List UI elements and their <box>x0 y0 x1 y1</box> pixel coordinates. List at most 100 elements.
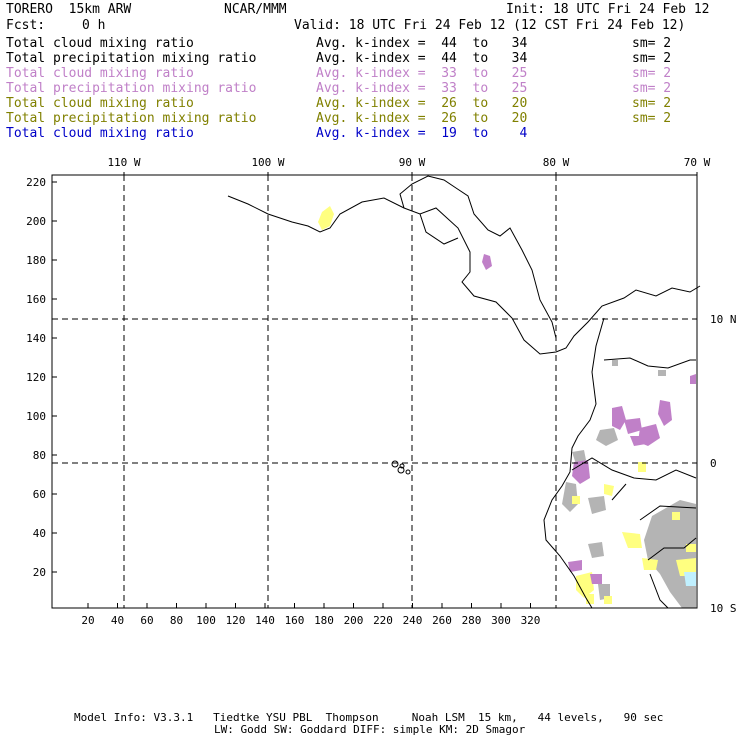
legend-sm: sm= 2 <box>632 96 672 111</box>
coastline-central-america <box>227 195 701 355</box>
field-blob-purple <box>590 574 602 584</box>
legend-sm: sm= 2 <box>632 66 672 81</box>
y-tick-label: 20 <box>33 566 46 579</box>
y-tick-label: 60 <box>33 488 46 501</box>
x-tick-label: 100 <box>196 614 216 627</box>
border-colombia <box>603 357 696 369</box>
legend-sm: sm= 2 <box>632 111 672 126</box>
axis-ticks: 220 200 180 160 140 120 100 80 60 40 20 20 40 60 80 100… <box>26 156 736 627</box>
x-tick-label: 220 <box>373 614 393 627</box>
field-blob-purple <box>482 254 492 270</box>
field-blob-yellow <box>642 558 658 570</box>
x-tick-label: 300 <box>491 614 511 627</box>
lon-label: 110 W <box>107 156 140 169</box>
legend-field: Total cloud mixing ratio <box>6 96 194 111</box>
field-blob-purple <box>612 406 626 430</box>
legend-kindex: Avg. k-index = 26 to 20 <box>316 111 528 126</box>
field-blob-gray <box>588 496 606 514</box>
legend-field: Total precipitation mixing ratio <box>6 111 257 126</box>
y-tick-label: 120 <box>26 371 46 384</box>
field-blob-yellow <box>686 544 696 552</box>
legend-sm: sm= 2 <box>632 51 672 66</box>
field-blob-purple <box>568 560 582 572</box>
field-blob-gray <box>658 370 666 376</box>
x-tick-label: 200 <box>344 614 364 627</box>
y-tick-label: 80 <box>33 449 46 462</box>
lon-label: 70 W <box>684 156 711 169</box>
lon-label: 80 W <box>543 156 570 169</box>
legend-sm: sm= 2 <box>632 36 672 51</box>
field-blob-gray <box>572 450 586 464</box>
y-tick-label: 200 <box>26 215 46 228</box>
lat-label: 10 N <box>710 313 737 326</box>
x-tick-label: 60 <box>140 614 153 627</box>
x-tick-label: 320 <box>521 614 541 627</box>
legend-field: Total cloud mixing ratio <box>6 126 194 141</box>
y-tick-label: 180 <box>26 254 46 267</box>
field-blob-gray <box>692 522 696 530</box>
model-info-line1: Model Info: V3.3.1 Tiedtke YSU PBL Thomp… <box>74 711 664 724</box>
x-tick-label: 120 <box>226 614 246 627</box>
field-blob-yellow <box>586 594 594 604</box>
legend-field: Total precipitation mixing ratio <box>6 81 257 96</box>
lat-label: 10 S <box>710 602 737 615</box>
legend-field: Total cloud mixing ratio <box>6 36 194 51</box>
field-blob-purple <box>658 400 672 426</box>
x-tick-label: 20 <box>81 614 94 627</box>
legend-field: Total cloud mixing ratio <box>6 66 194 81</box>
field-blob-yellow <box>638 462 646 472</box>
x-tick-label: 80 <box>170 614 183 627</box>
init-time: Init: 18 UTC Fri 24 Feb 12 <box>506 2 710 17</box>
field-blob-yellow <box>604 596 612 604</box>
legend-kindex: Avg. k-index = 26 to 20 <box>316 96 528 111</box>
field-blob-gray <box>588 542 604 558</box>
x-tick-label: 160 <box>285 614 305 627</box>
legend-kindex: Avg. k-index = 44 to 34 <box>316 36 528 51</box>
y-tick-label: 40 <box>33 527 46 540</box>
field-blob-purple <box>630 436 646 446</box>
field-blob-gray <box>644 500 696 608</box>
model-title: TORERO 15km ARW <box>6 2 132 17</box>
x-tick-label: 280 <box>462 614 482 627</box>
field-blob-cyan <box>684 572 696 586</box>
field-blob-yellow <box>676 558 696 576</box>
field-blob-yellow <box>622 532 642 548</box>
coastline-south-america <box>543 317 605 609</box>
y-tick-label: 160 <box>26 293 46 306</box>
x-tick-label: 40 <box>111 614 124 627</box>
x-tick-label: 180 <box>314 614 334 627</box>
field-blob-gray <box>612 360 618 366</box>
galapagos-islands <box>391 460 411 475</box>
field-blob-purple <box>690 374 696 384</box>
y-tick-label: 220 <box>26 176 46 189</box>
field-blob-yellow <box>604 484 614 496</box>
field-blob-yellow <box>318 206 334 230</box>
valid-time: Valid: 18 UTC Fri 24 Feb 12 (12 CST Fri … <box>294 18 686 33</box>
legend-kindex: Avg. k-index = 33 to 25 <box>316 66 528 81</box>
coastline-yucatan <box>419 213 459 245</box>
field-blob-purple <box>572 460 590 484</box>
coastlines <box>227 175 701 609</box>
lat-label: 0 <box>710 457 717 470</box>
legend-field: Total precipitation mixing ratio <box>6 51 257 66</box>
border-peru <box>571 457 697 521</box>
x-tick-label: 260 <box>432 614 452 627</box>
field-blob-purple <box>624 418 642 434</box>
map-frame <box>51 174 698 609</box>
fcst-label: Fcst: <box>6 18 46 33</box>
model-info-line2: LW: Godd SW: Goddard DIFF: simple KM: 2D… <box>214 723 526 736</box>
legend-kindex: Avg. k-index = 33 to 25 <box>316 81 528 96</box>
legend-kindex: Avg. k-index = 44 to 34 <box>316 51 528 66</box>
field-blob-gray <box>596 428 618 446</box>
field-blob-gray <box>562 482 578 512</box>
field-blob-yellow <box>576 572 594 598</box>
border-andes <box>647 537 697 609</box>
legend-kindex: Avg. k-index = 19 to 4 <box>316 126 528 141</box>
org-label: NCAR/MMM <box>224 2 287 17</box>
lon-label: 100 W <box>251 156 284 169</box>
fcst-value: 0 h <box>82 18 106 33</box>
field-overlay <box>318 206 696 608</box>
y-tick-label: 100 <box>26 410 46 423</box>
x-tick-label: 240 <box>403 614 423 627</box>
